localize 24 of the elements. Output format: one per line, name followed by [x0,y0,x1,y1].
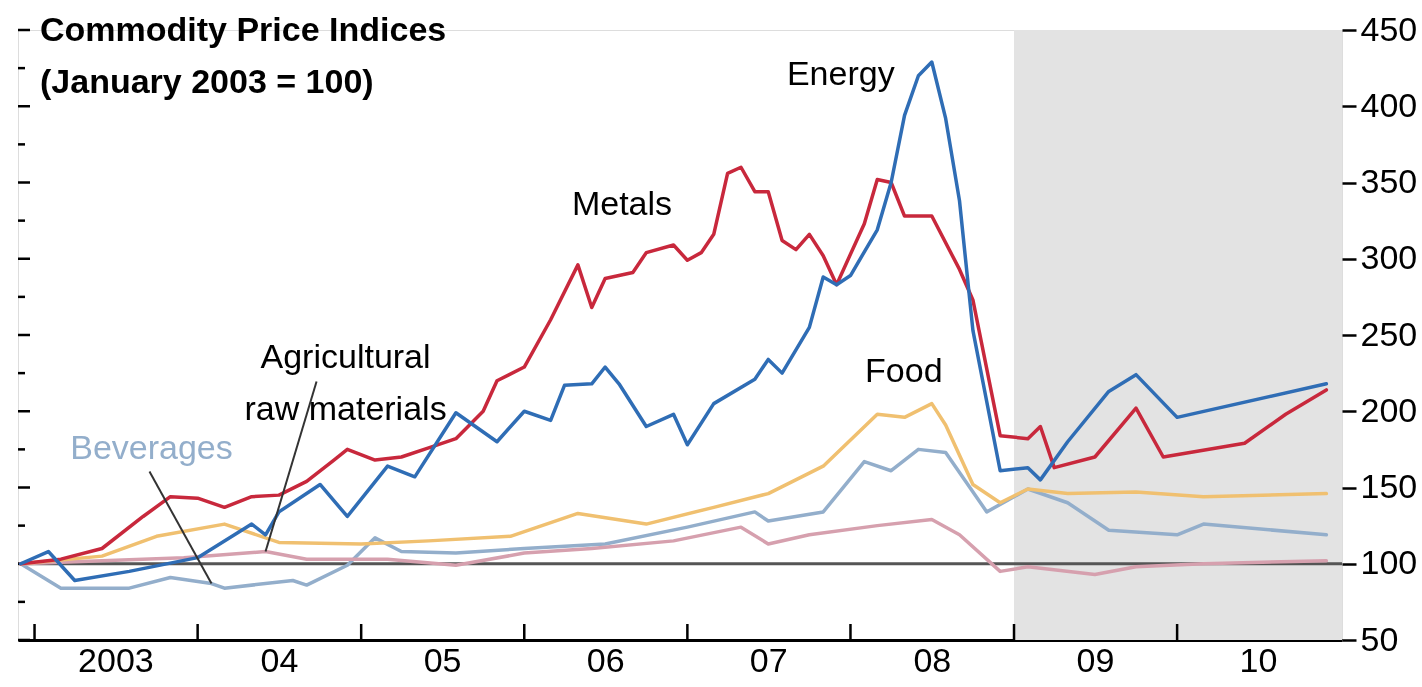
text: Agricultural raw materials [244,336,447,427]
series-label: Food [865,350,943,389]
x-tick-label: 04 [260,640,299,679]
x-tick-label: 05 [423,640,462,679]
y-tick-label: 150 [1360,467,1418,505]
x-tick-label: 08 [913,640,952,679]
text: (January 2003 = 100) [40,62,374,100]
series-label: Metals [571,184,673,223]
y-tick-label: 200 [1360,390,1418,429]
text: Beverages [70,427,233,466]
x-tick-label: 10 [1239,640,1278,679]
chart-title: Commodity Price Indices [40,10,447,48]
y-tick-label: 450 [1360,9,1418,48]
y-tick-label: 50 [1360,619,1399,658]
y-tick-label: 300 [1360,238,1418,277]
x-tick-label: 07 [749,640,788,679]
x-tick-label: 2003 [78,640,154,679]
series-label: Energy [786,54,895,93]
x-tick-label: 09 [1076,640,1115,679]
x-tick-label: 06 [586,640,625,679]
y-tick-label: 250 [1360,314,1418,353]
y-tick-label: 350 [1360,162,1418,200]
y-tick-label: 100 [1360,543,1418,582]
y-tick-label: 400 [1360,85,1418,124]
